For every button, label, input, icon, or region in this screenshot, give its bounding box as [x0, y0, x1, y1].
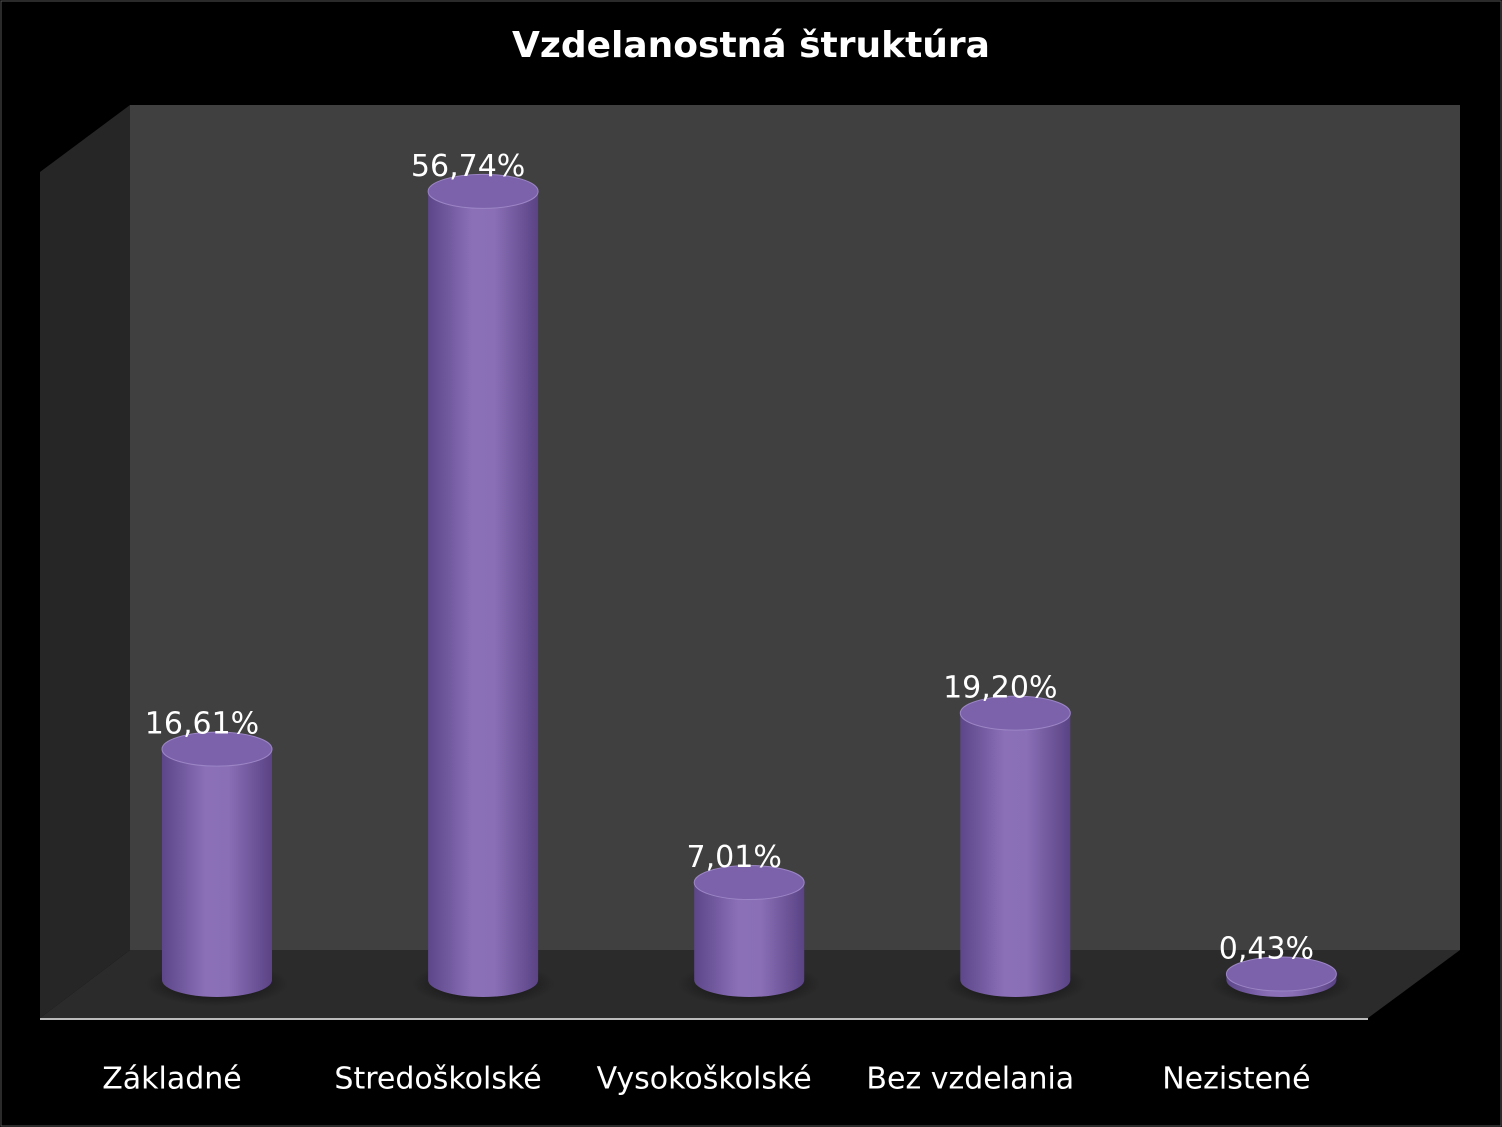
value-label: 19,20% [943, 671, 1057, 706]
bar-top [693, 865, 805, 901]
x-tick-label: Základné [102, 1062, 242, 1097]
value-label: 56,74% [411, 149, 525, 184]
x-tick-label: Stredoškolské [334, 1062, 541, 1097]
bar [694, 865, 805, 997]
bar-top [427, 173, 539, 209]
bar [960, 696, 1071, 997]
value-label: 7,01% [687, 840, 782, 875]
bar-top [1225, 956, 1337, 992]
bar [428, 174, 539, 997]
chart-title: Vzdelanostná štruktúra [512, 25, 990, 66]
value-label: 0,43% [1219, 932, 1314, 967]
bar-top [161, 731, 273, 767]
x-tick-label: Vysokoškolské [597, 1062, 812, 1097]
bar [162, 732, 272, 997]
back-wall [130, 105, 1460, 950]
value-label: 16,61% [145, 707, 259, 742]
x-tick-label: Bez vzdelania [866, 1062, 1074, 1097]
x-tick-label: Nezistené [1162, 1062, 1310, 1097]
side-wall [40, 105, 130, 1018]
bar-top [959, 695, 1071, 731]
